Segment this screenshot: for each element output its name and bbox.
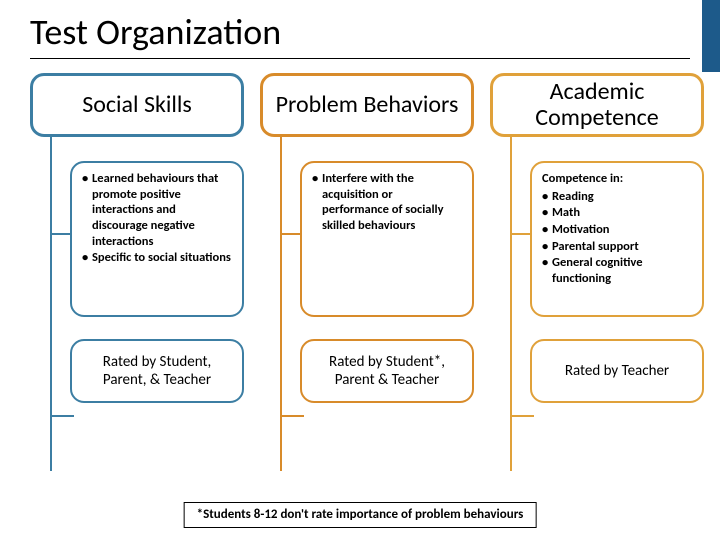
- column-header-label: Problem Behaviors: [276, 92, 459, 118]
- footnote: *Students 8-12 don't rate importance of …: [184, 502, 537, 528]
- body-subhead: Competence in:: [542, 171, 692, 187]
- rated-box: Rated by Student*, Parent & Teacher: [300, 339, 474, 403]
- list-item: Interfere with the acquisition or perfor…: [312, 171, 462, 234]
- list-item: General cognitive functioning: [542, 255, 692, 286]
- list-item: Reading: [542, 189, 692, 205]
- body-list: Reading Math Motivation Parental support…: [542, 189, 692, 287]
- column-header-label: Academic Competence: [499, 79, 695, 132]
- list-item: Motivation: [542, 222, 692, 238]
- column-header-label: Social Skills: [82, 92, 192, 118]
- column-academic-competence: Academic Competence Competence in: Readi…: [490, 73, 704, 403]
- connector-stub: [510, 415, 534, 417]
- column-body: Learned behaviours that promote positive…: [70, 161, 244, 317]
- column-header: Academic Competence: [490, 73, 704, 137]
- list-item: Parental support: [542, 239, 692, 255]
- list-item: Math: [542, 205, 692, 221]
- page-title: Test Organization: [0, 0, 720, 54]
- side-accent-tab: [702, 0, 720, 72]
- rated-label: Rated by Student*, Parent & Teacher: [310, 353, 464, 389]
- column-header: Social Skills: [30, 73, 244, 137]
- column-body: Interfere with the acquisition or perfor…: [300, 161, 474, 317]
- body-list: Interfere with the acquisition or perfor…: [312, 171, 462, 234]
- list-item: Learned behaviours that promote positive…: [82, 171, 232, 249]
- column-problem-behaviors: Problem Behaviors Interfere with the acq…: [260, 73, 474, 403]
- connector-stub: [280, 415, 304, 417]
- rated-box: Rated by Student, Parent, & Teacher: [70, 339, 244, 403]
- list-item: Specific to social situations: [82, 250, 232, 266]
- column-social-skills: Social Skills Learned behaviours that pr…: [30, 73, 244, 403]
- body-list: Learned behaviours that promote positive…: [82, 171, 232, 266]
- connector-line: [50, 131, 52, 471]
- rated-box: Rated by Teacher: [530, 339, 704, 403]
- column-header: Problem Behaviors: [260, 73, 474, 137]
- connector-line: [510, 131, 512, 471]
- connector-line: [280, 131, 282, 471]
- connector-stub: [50, 415, 74, 417]
- columns-container: Social Skills Learned behaviours that pr…: [0, 59, 720, 403]
- rated-label: Rated by Teacher: [565, 362, 669, 380]
- rated-label: Rated by Student, Parent, & Teacher: [80, 353, 234, 389]
- column-body: Competence in: Reading Math Motivation P…: [530, 161, 704, 317]
